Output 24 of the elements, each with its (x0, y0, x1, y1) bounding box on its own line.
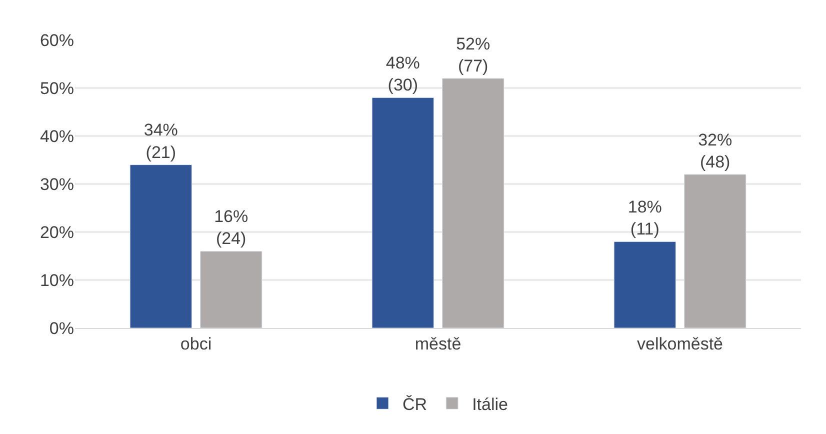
data-label: 52% (77) (456, 34, 490, 76)
bar (614, 241, 676, 328)
y-tick-label: 60% (40, 30, 74, 50)
bar (442, 78, 504, 328)
data-label: 32% (48) (698, 130, 732, 172)
data-label: 16% (24) (214, 207, 248, 248)
bar (130, 164, 192, 328)
bar (200, 250, 262, 328)
y-tick-label: 0% (49, 318, 74, 338)
bar (684, 174, 746, 328)
data-label: 34% (21) (144, 120, 178, 162)
y-tick-label: 10% (40, 270, 74, 290)
bar (372, 97, 434, 328)
x-tick-label: velkoměstě (637, 334, 723, 354)
y-tick-label: 30% (40, 174, 74, 194)
y-tick-label: 20% (40, 222, 74, 242)
y-tick-label: 40% (40, 126, 74, 146)
data-label: 48% (30) (386, 54, 420, 95)
legend-label: ČR (402, 394, 428, 414)
y-tick-label: 50% (40, 78, 74, 98)
legend-label: Itálie (472, 394, 508, 414)
x-tick-label: obci (180, 334, 212, 354)
x-tick-label: městě (414, 334, 462, 354)
data-label: 18% (11) (628, 198, 662, 239)
